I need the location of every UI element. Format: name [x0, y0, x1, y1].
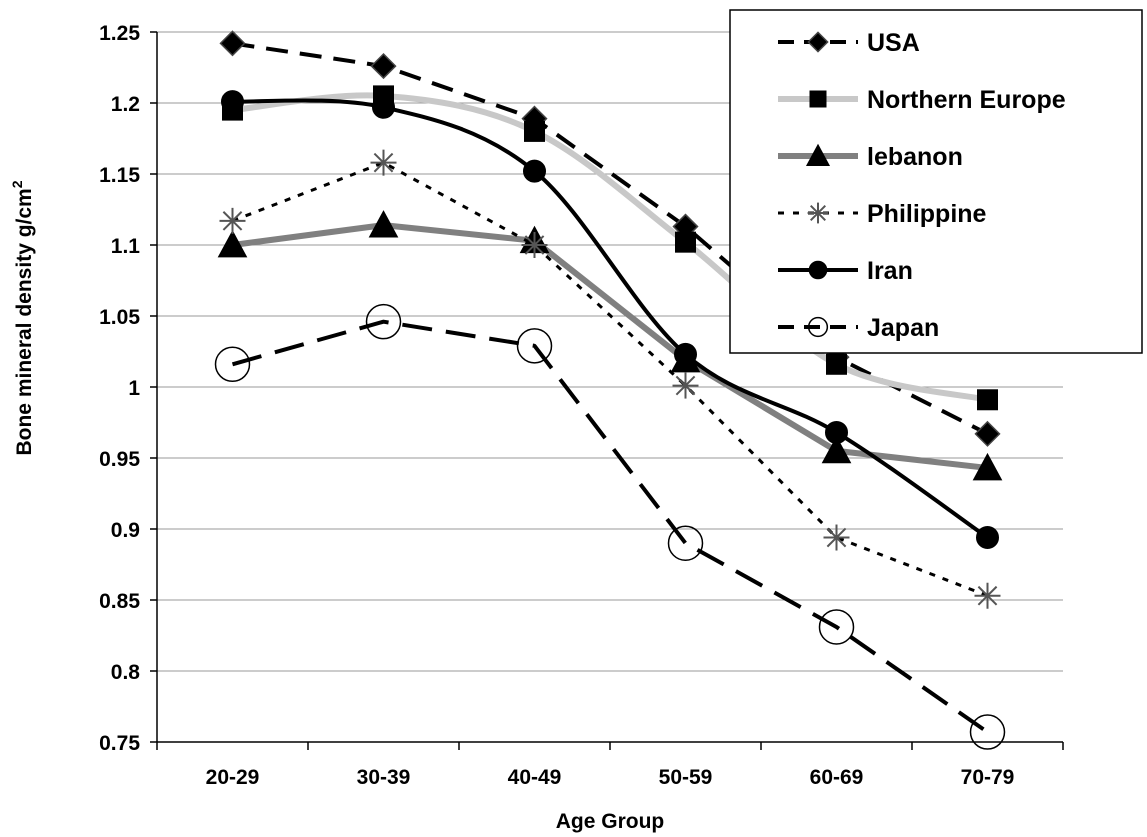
data-point-philippine: [219, 207, 246, 234]
legend-marker-iran: [808, 260, 828, 280]
data-point-lebanon: [217, 229, 248, 258]
series-group: [214, 30, 1006, 750]
data-point-philippine-stroke: [977, 585, 998, 606]
data-point-philippine: [521, 232, 548, 258]
data-point-iran: [976, 526, 999, 550]
x-tick-label: 20-29: [206, 766, 260, 789]
y-tick-label: 0.8: [111, 661, 141, 684]
series-iran: [221, 90, 999, 550]
legend-item-philippine: Philippine: [778, 200, 987, 228]
data-point-japan: [214, 346, 251, 383]
legend-box: [729, 9, 1143, 354]
y-axis-title: Bone mineral density g/cm2: [9, 180, 36, 455]
legend-marker-philippine-stroke: [810, 205, 826, 221]
data-point-philippine: [823, 524, 850, 551]
y-tick-label: 1.05: [99, 306, 140, 329]
legend-label-philippine: Philippine: [867, 200, 987, 228]
legend-marker-lebanon: [805, 143, 831, 167]
data-point-philippine: [974, 582, 1001, 609]
y-axis-title-superscript: 2: [9, 180, 25, 188]
series-line-japan: [231, 319, 989, 734]
legend-item-lebanon: lebanon: [778, 143, 963, 171]
legend-label-iran: Iran: [867, 257, 913, 285]
data-point-usa: [974, 420, 1001, 447]
legend-label-usa: USA: [867, 29, 920, 57]
y-tick-label: 0.85: [99, 590, 140, 613]
data-point-japan: [818, 609, 855, 645]
series-line-usa: [232, 41, 989, 436]
data-point-iran: [372, 95, 395, 119]
y-tick-label: 1: [128, 377, 140, 400]
data-point-philippine: [672, 372, 699, 399]
data-point-philippine-stroke: [222, 211, 243, 231]
legend-marker-japan: [807, 316, 829, 338]
y-tick-label: 1.1: [111, 235, 141, 258]
data-point-lebanon: [821, 435, 852, 464]
data-point-iran: [221, 90, 244, 114]
data-point-philippine-stroke: [373, 152, 394, 173]
legend-label-japan: Japan: [867, 314, 939, 342]
data-point-philippine-stroke: [524, 235, 545, 255]
series-line-lebanon: [232, 222, 988, 471]
data-point-philippine: [370, 149, 397, 176]
series-line-philippine: [231, 161, 989, 598]
series-philippine: [219, 149, 1001, 609]
legend-item-usa: USA: [778, 29, 920, 57]
y-tick-label: 0.75: [99, 732, 140, 755]
data-point-iran: [825, 420, 848, 444]
legend-marker-northern-europe: [809, 90, 827, 108]
data-point-northern-europe: [977, 389, 998, 411]
legend-item-iran: Iran: [778, 257, 913, 285]
data-point-iran: [523, 159, 546, 183]
data-point-northern-europe: [524, 120, 545, 142]
data-point-usa: [370, 53, 397, 80]
x-tick-label: 50-59: [659, 766, 713, 789]
data-point-lebanon: [972, 452, 1003, 481]
legend-item-northern-europe: Northern Europe: [778, 86, 1066, 114]
legend-label-lebanon: lebanon: [867, 143, 963, 171]
y-tick-labels: 0.75 0.8 0.85 0.9 0.95 1 1.05 1.1 1.15 1.2 1.25: [99, 22, 157, 755]
legend-marker-usa: [807, 31, 829, 53]
series-line-northern-europe: [232, 92, 989, 403]
data-point-philippine-stroke: [675, 375, 696, 396]
data-point-northern-europe: [675, 231, 696, 253]
legend-marker-philippine: [807, 202, 829, 224]
legend: USA Northern Europe lebanon Philippine Iran J…: [729, 9, 1143, 354]
data-point-japan: [516, 328, 553, 364]
x-tick-label: 70-79: [961, 766, 1015, 789]
legend-label-northern-europe: Northern Europe: [867, 86, 1066, 114]
data-point-northern-europe: [826, 353, 847, 375]
y-tick-label: 0.9: [111, 519, 140, 542]
y-axis-title-main: Bone mineral density g/cm: [13, 188, 36, 455]
x-tick-label: 60-69: [810, 766, 864, 789]
y-tick-label: 1.2: [111, 93, 140, 116]
data-point-japan: [969, 714, 1006, 750]
series-japan: [214, 303, 1006, 750]
data-point-philippine-stroke: [826, 527, 847, 548]
x-tick-label: 40-49: [508, 766, 562, 789]
data-point-iran: [674, 342, 697, 366]
y-tick-label: 0.95: [99, 448, 140, 471]
data-point-lebanon: [368, 210, 399, 238]
x-axis-title: Age Group: [556, 810, 665, 833]
data-point-usa: [219, 30, 246, 57]
legend-item-japan: Japan: [778, 314, 939, 342]
x-tick-labels: 20-29 30-39 40-49 50-59 60-69 70-79: [156, 742, 1064, 789]
y-tick-label: 1.15: [99, 164, 140, 187]
y-tick-label: 1.25: [99, 22, 140, 45]
data-point-japan: [365, 303, 402, 340]
x-tick-label: 30-39: [357, 766, 411, 789]
data-point-japan: [667, 525, 704, 561]
